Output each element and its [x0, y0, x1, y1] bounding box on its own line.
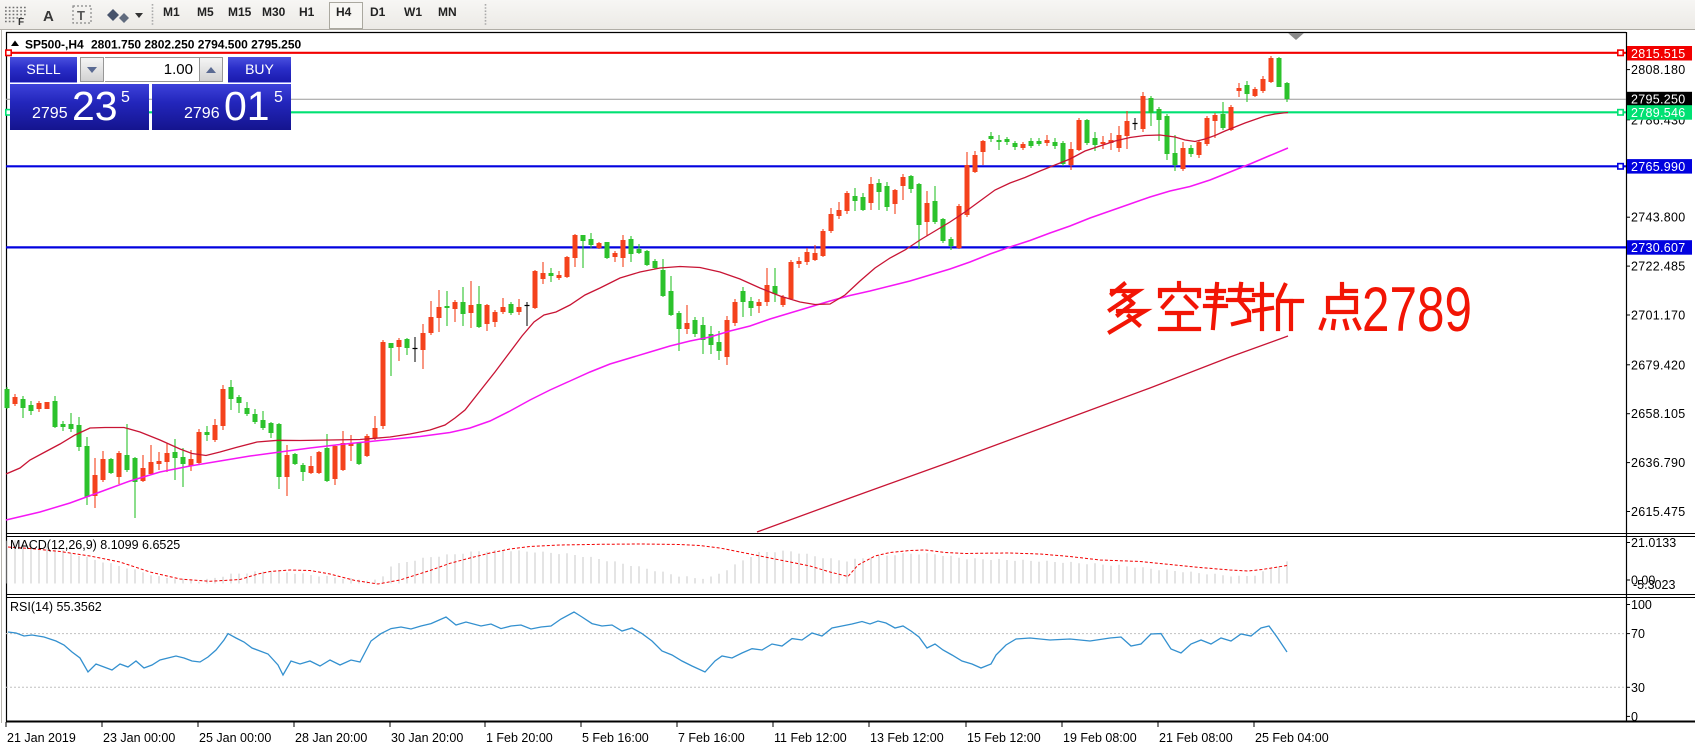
svg-text:21 Feb 08:00: 21 Feb 08:00	[1159, 731, 1233, 745]
svg-text:100: 100	[1631, 598, 1652, 612]
svg-text:21 Jan 2019: 21 Jan 2019	[7, 731, 76, 745]
svg-text:0.00: 0.00	[1631, 574, 1655, 588]
svg-text:2679.420: 2679.420	[1631, 358, 1686, 372]
svg-text:2789: 2789	[1362, 275, 1472, 345]
svg-text:2701.170: 2701.170	[1631, 309, 1686, 323]
svg-text:25 Feb 04:00: 25 Feb 04:00	[1255, 731, 1329, 745]
svg-text:2722.485: 2722.485	[1631, 260, 1686, 274]
svg-text:7 Feb 16:00: 7 Feb 16:00	[678, 731, 745, 745]
svg-text:11 Feb 12:00: 11 Feb 12:00	[774, 731, 847, 745]
svg-text:0: 0	[1631, 710, 1638, 724]
svg-text:2658.105: 2658.105	[1631, 407, 1686, 421]
svg-text:70: 70	[1631, 627, 1645, 641]
svg-text:13 Feb 12:00: 13 Feb 12:00	[870, 731, 944, 745]
svg-text:25 Jan 00:00: 25 Jan 00:00	[199, 731, 271, 745]
svg-text:RSI(14) 55.3562: RSI(14) 55.3562	[10, 600, 102, 614]
svg-text:30 Jan 20:00: 30 Jan 20:00	[391, 731, 463, 745]
svg-text:28 Jan 20:00: 28 Jan 20:00	[295, 731, 367, 745]
svg-text:2636.790: 2636.790	[1631, 456, 1686, 470]
svg-text:2815.515: 2815.515	[1631, 47, 1686, 61]
svg-text:MACD(12,26,9) 8.1099 6.6525: MACD(12,26,9) 8.1099 6.6525	[10, 538, 180, 552]
svg-text:A: A	[43, 8, 54, 25]
svg-text:2801.750 2802.250 2794.500 279: 2801.750 2802.250 2794.500 2795.250	[91, 38, 302, 52]
svg-text:5 Feb 16:00: 5 Feb 16:00	[582, 731, 649, 745]
svg-text:2808.180: 2808.180	[1631, 63, 1686, 77]
svg-text:1 Feb 20:00: 1 Feb 20:00	[486, 731, 553, 745]
svg-text:SP500-,H4: SP500-,H4	[25, 38, 84, 52]
svg-text:30: 30	[1631, 681, 1645, 695]
svg-text:F: F	[18, 17, 24, 28]
svg-text:2765.990: 2765.990	[1631, 160, 1686, 174]
svg-text:23 Jan 00:00: 23 Jan 00:00	[103, 731, 175, 745]
svg-text:19 Feb 08:00: 19 Feb 08:00	[1063, 731, 1137, 745]
svg-text:15 Feb 12:00: 15 Feb 12:00	[967, 731, 1041, 745]
svg-text:2743.800: 2743.800	[1631, 211, 1686, 225]
svg-text:2615.475: 2615.475	[1631, 505, 1686, 519]
svg-text:2795.250: 2795.250	[1631, 93, 1686, 107]
svg-text:21.0133: 21.0133	[1631, 536, 1676, 550]
svg-text:2730.607: 2730.607	[1631, 241, 1686, 255]
svg-text:T: T	[77, 8, 85, 23]
svg-text:-5.3023: -5.3023	[1633, 578, 1675, 592]
svg-text:2789.546: 2789.546	[1631, 106, 1686, 120]
